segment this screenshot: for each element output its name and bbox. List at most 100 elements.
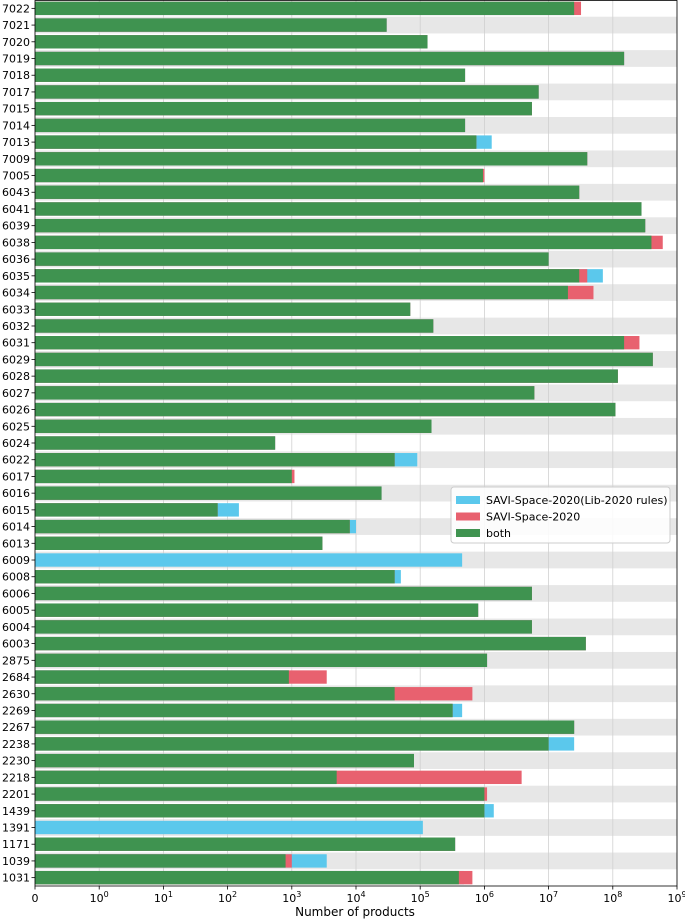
- y-tick-label: 2238: [2, 738, 30, 751]
- bar-both-6028: [35, 369, 618, 383]
- legend: SAVI-Space-2020(Lib-2020 rules) SAVI-Spac…: [450, 486, 671, 544]
- y-tick-label: 7015: [2, 103, 30, 116]
- bar-both-6013: [35, 536, 323, 550]
- bar-both-2218: [35, 770, 337, 785]
- y-tick-label: 6026: [2, 404, 30, 417]
- bar-both-6035: [35, 269, 580, 283]
- legend-label-both: both: [486, 527, 511, 540]
- y-tick-label: 6025: [2, 420, 30, 433]
- y-tick-label: 1031: [2, 872, 30, 885]
- y-tick-label: 6029: [2, 353, 30, 366]
- bar-both-1039: [35, 854, 286, 868]
- y-tick-label: 6027: [2, 387, 30, 400]
- y-tick-label: 2684: [2, 671, 30, 684]
- y-tick-label: 2875: [2, 654, 30, 667]
- y-tick-label: 1171: [2, 838, 30, 851]
- bar-both-7005: [35, 168, 483, 183]
- y-tick-label: 6028: [2, 370, 30, 383]
- bar-both-6003: [35, 636, 586, 651]
- x-tick-label: 104: [346, 890, 365, 905]
- bar-both-7018: [35, 68, 466, 82]
- y-tick-label: 6034: [2, 287, 30, 300]
- y-tick-label: 6006: [2, 587, 30, 600]
- y-tick-label: 2269: [2, 704, 30, 717]
- bar-both-6025: [35, 419, 432, 433]
- y-tick-label: 7013: [2, 136, 30, 149]
- bar-both-6029: [35, 352, 653, 367]
- y-tick-label: 7021: [2, 19, 30, 32]
- bar-both-7017: [35, 85, 539, 99]
- bar-both-2630: [35, 687, 395, 701]
- bar-both-6015: [35, 503, 218, 517]
- x-tick-label: 102: [218, 890, 237, 905]
- y-tick-label: 7005: [2, 170, 30, 183]
- bar-both-6024: [35, 436, 276, 450]
- bars: [35, 1, 663, 885]
- y-tick-label: 7009: [2, 153, 30, 166]
- bar-both-6034: [35, 285, 568, 300]
- bar-both-6022: [35, 453, 395, 467]
- y-tick-label: 6017: [2, 470, 30, 483]
- y-tick-label: 2201: [2, 788, 30, 801]
- x-tick-label: 108: [603, 890, 622, 905]
- y-tick-label: 6035: [2, 270, 30, 283]
- y-tick-label: 6022: [2, 454, 30, 467]
- y-tick-label: 6016: [2, 487, 30, 500]
- bar-both-7019: [35, 51, 625, 66]
- y-tick-label: 1439: [2, 805, 30, 818]
- bar-both-2269: [35, 703, 453, 718]
- y-tick-label: 6032: [2, 320, 30, 333]
- y-tick-label: 7019: [2, 53, 30, 66]
- y-tick-label: 6039: [2, 220, 30, 233]
- y-tick-label: 6009: [2, 554, 30, 567]
- y-tick-label: 6036: [2, 253, 30, 266]
- x-tick-label: 101: [154, 890, 173, 905]
- y-tick-label: 6038: [2, 236, 30, 249]
- legend-swatch-savi: [456, 512, 480, 521]
- y-tick-label: 1039: [2, 855, 30, 868]
- x-tick-label: 106: [475, 890, 494, 905]
- y-tick-label: 2630: [2, 688, 30, 701]
- bar-both-6031: [35, 336, 625, 350]
- x-tick-label: 100: [90, 890, 109, 905]
- x-tick-labels: 0 100 101 102 103 104 105 106 107 108 109: [32, 886, 685, 905]
- bar-both-6004: [35, 620, 532, 634]
- legend-label-savi: SAVI-Space-2020: [486, 511, 580, 524]
- bar-both-6014: [35, 519, 350, 534]
- legend-swatch-lib: [456, 496, 480, 504]
- bar-both-1439: [35, 804, 485, 818]
- bar-both-7021: [35, 18, 387, 32]
- bar-both-7020: [35, 35, 428, 49]
- y-tick-label: 2267: [2, 721, 30, 734]
- x-tick-label: 0: [32, 892, 39, 905]
- y-tick-label: 2218: [2, 771, 30, 784]
- legend-swatch-both: [456, 529, 480, 537]
- bar-both-1171: [35, 837, 456, 851]
- y-tick-label: 1391: [2, 821, 30, 834]
- y-tick-label: 6031: [2, 337, 30, 350]
- y-tick-label: 2230: [2, 755, 30, 768]
- bar-both-7014: [35, 118, 466, 133]
- bar-both-7013: [35, 135, 477, 149]
- y-tick-label: 6014: [2, 521, 30, 534]
- bar-both-6043: [35, 185, 580, 199]
- bar-both-2684: [35, 670, 289, 684]
- y-tick-label: 6033: [2, 303, 30, 316]
- bar-both-2875: [35, 653, 488, 668]
- bar-both-6008: [35, 570, 395, 584]
- bar-both-2238: [35, 737, 549, 751]
- y-tick-label: 6015: [2, 504, 30, 517]
- bar-both-7022: [35, 1, 575, 16]
- y-tick-label: 6043: [2, 186, 30, 199]
- bar-both-6006: [35, 586, 532, 601]
- bar-lib-1391: [35, 820, 423, 835]
- bar-both-6005: [35, 603, 479, 617]
- bar-both-2267: [35, 720, 575, 734]
- x-tick-label: 105: [411, 890, 430, 905]
- x-tick-label: 109: [667, 890, 685, 905]
- bar-both-6026: [35, 402, 616, 417]
- y-tick-labels: 7022 7021 7020 7019 7018 7017 7015 7014 7013 7009…: [2, 2, 35, 885]
- y-tick-label: 6005: [2, 604, 30, 617]
- x-axis-label: Number of products: [295, 905, 415, 919]
- bar-both-7015: [35, 101, 532, 116]
